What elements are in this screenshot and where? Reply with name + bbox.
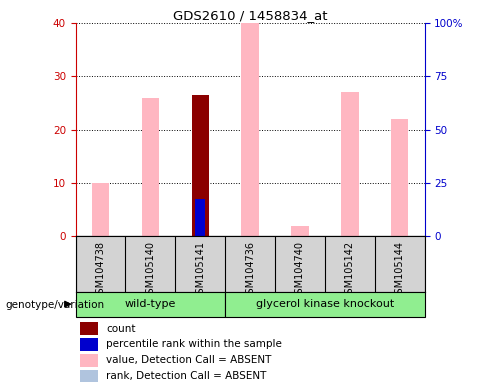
Text: percentile rank within the sample: percentile rank within the sample (106, 339, 282, 349)
Bar (341, 199, 359, 236)
Text: value, Detection Call = ABSENT: value, Detection Call = ABSENT (106, 355, 271, 365)
Bar (142, 204, 159, 236)
Bar (291, 225, 309, 236)
Bar (76, 292, 225, 317)
Text: GSM104740: GSM104740 (295, 241, 305, 300)
Text: GSM105141: GSM105141 (195, 241, 205, 300)
Bar (80, 354, 98, 367)
Text: count: count (106, 324, 136, 334)
Bar (291, 233, 309, 236)
Bar (242, 185, 259, 236)
Bar (391, 204, 408, 236)
Bar (80, 370, 98, 382)
Bar (341, 92, 359, 236)
Bar (196, 199, 205, 236)
Bar (191, 95, 209, 236)
Text: GSM105140: GSM105140 (145, 241, 155, 300)
Bar (92, 220, 109, 236)
Bar (142, 98, 159, 236)
Text: GSM104736: GSM104736 (245, 241, 255, 300)
Text: GSM105144: GSM105144 (395, 241, 405, 300)
Text: wild-type: wild-type (125, 299, 176, 310)
Text: glycerol kinase knockout: glycerol kinase knockout (256, 299, 394, 310)
Bar (225, 292, 425, 317)
Text: GSM105142: GSM105142 (345, 241, 355, 300)
Text: GSM104738: GSM104738 (96, 241, 105, 300)
Bar (80, 338, 98, 351)
Bar (92, 183, 109, 236)
Text: rank, Detection Call = ABSENT: rank, Detection Call = ABSENT (106, 371, 266, 381)
Bar (391, 119, 408, 236)
Text: genotype/variation: genotype/variation (5, 300, 104, 310)
Bar (80, 322, 98, 335)
Title: GDS2610 / 1458834_at: GDS2610 / 1458834_at (173, 9, 327, 22)
Bar (242, 23, 259, 236)
